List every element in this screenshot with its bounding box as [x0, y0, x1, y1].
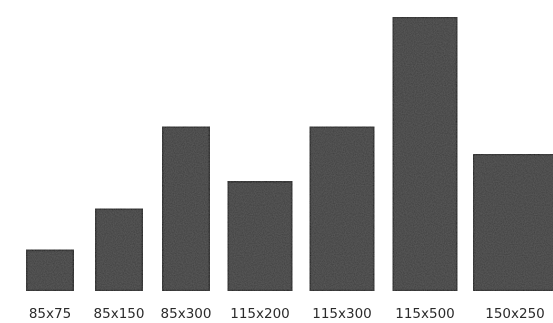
- size-label: 115x200: [230, 306, 290, 322]
- size-label: 115x300: [312, 306, 372, 322]
- panel-rect-115x500: [391, 15, 459, 293]
- panel-rect-85x300: [160, 125, 212, 293]
- panel-rect-150x250: [471, 152, 553, 293]
- panel-rectangles: [24, 15, 553, 293]
- panel-rect-85x75: [24, 248, 76, 293]
- panel-rect-85x150: [93, 207, 145, 293]
- panel-rect-115x200: [226, 180, 294, 293]
- size-label: 150x250: [485, 306, 545, 322]
- size-label: 85x75: [29, 306, 71, 322]
- panel-rect-115x300: [308, 125, 376, 293]
- size-label: 115x500: [395, 306, 455, 322]
- size-label: 85x300: [161, 306, 212, 322]
- size-label: 85x150: [94, 306, 145, 322]
- size-labels: 85x75 85x150 85x300 115x200 115x300 115x500 15…: [29, 306, 545, 322]
